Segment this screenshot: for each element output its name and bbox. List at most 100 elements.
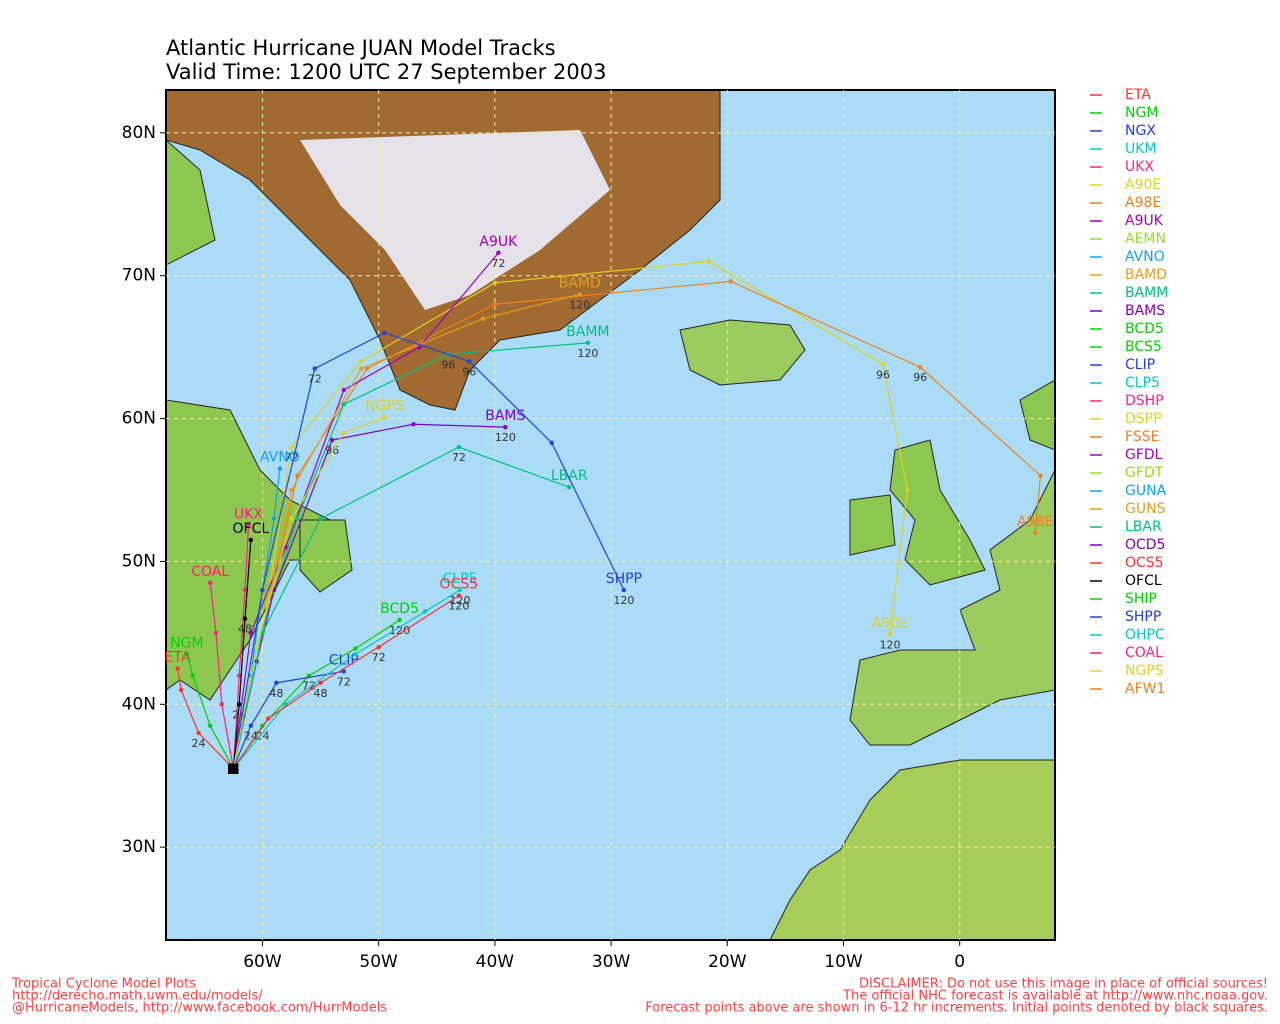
footer-left: @HurricaneModels, http://www.facebook.co… xyxy=(12,1001,387,1016)
track-point xyxy=(289,487,294,493)
track-point xyxy=(274,680,279,686)
track-point xyxy=(457,587,463,593)
x-tick-label: 50W xyxy=(359,952,398,972)
track-point xyxy=(246,523,251,528)
track-point xyxy=(411,422,416,427)
forecast-hour: 120 xyxy=(448,600,469,613)
track-point xyxy=(248,537,254,543)
track-point xyxy=(492,302,498,307)
ice-sheet xyxy=(300,130,610,310)
track-line xyxy=(186,654,234,769)
forecast-hour: 96 xyxy=(876,368,890,381)
track-point xyxy=(260,587,265,593)
forecast-hour: 72 xyxy=(337,675,351,688)
track-point xyxy=(359,359,364,364)
forecast-hour: 72 xyxy=(372,651,386,664)
track-point xyxy=(295,516,300,521)
track-point xyxy=(549,440,555,446)
track-point xyxy=(289,516,294,521)
forecast-hour: 48 xyxy=(314,687,328,700)
legend-label: AFW1 xyxy=(1125,681,1165,697)
legend-label: DSPP xyxy=(1125,411,1162,427)
track-line xyxy=(232,670,344,769)
track-point xyxy=(237,702,242,707)
track-point xyxy=(1033,530,1038,536)
x-tick-label: 60W xyxy=(243,952,282,972)
track-label: OCS5 xyxy=(440,577,479,593)
track-point xyxy=(503,424,508,430)
track-label: COAL xyxy=(191,564,229,580)
track-line xyxy=(232,252,499,769)
track-point xyxy=(184,652,190,657)
x-tick-label: 40W xyxy=(476,952,515,972)
track-point xyxy=(178,687,184,693)
legend-label: CLP5 xyxy=(1125,375,1160,391)
track-point xyxy=(277,466,283,471)
track-point xyxy=(417,344,422,350)
footer-left: Tropical Cyclone Model Plots xyxy=(11,977,196,992)
legend-label: ETA xyxy=(1125,87,1151,103)
track-point xyxy=(585,340,591,346)
track-point xyxy=(271,516,277,521)
track-point xyxy=(905,487,910,493)
track-point xyxy=(706,259,711,264)
track-point xyxy=(196,730,201,736)
subtitle: Valid Time: 1200 UTC 27 September 2003 xyxy=(166,60,606,84)
britain xyxy=(889,439,986,586)
track-label: BAMS xyxy=(485,408,525,424)
legend-label: BCD5 xyxy=(1125,321,1164,337)
track-point xyxy=(254,644,259,650)
track-point xyxy=(467,359,472,364)
legend-label: BCS5 xyxy=(1125,339,1162,355)
track-line xyxy=(232,539,252,769)
legend-label: A90E xyxy=(1125,177,1161,193)
track-point xyxy=(207,723,213,728)
track-point xyxy=(312,366,317,371)
track-point xyxy=(353,646,358,651)
africa xyxy=(769,759,1055,940)
track-label: A98E xyxy=(1017,514,1053,530)
track-point xyxy=(1038,473,1043,478)
track-point xyxy=(237,673,242,678)
iceland xyxy=(679,319,806,386)
initial-point xyxy=(228,763,239,774)
forecast-hour: 120 xyxy=(569,298,590,311)
legend-label: COAL xyxy=(1125,645,1163,661)
forecast-hour: 24 xyxy=(192,737,206,750)
footer-right: Forecast points above are shown in 6-12 … xyxy=(645,1001,1268,1016)
y-tick-label: 60N xyxy=(122,409,156,429)
track-point xyxy=(397,617,402,623)
legend-label: BAMM xyxy=(1125,285,1168,301)
forecast-hour: 120 xyxy=(879,638,900,651)
track-line xyxy=(232,525,250,769)
track-point xyxy=(492,280,498,286)
forecast-hour: 120 xyxy=(577,347,598,360)
forecast-hour: 120 xyxy=(613,594,634,607)
x-tick-label: 30W xyxy=(592,952,631,972)
track-point xyxy=(242,587,248,593)
legend-label: OHPC xyxy=(1125,627,1165,643)
track-point xyxy=(341,402,346,407)
legend-label: GUNS xyxy=(1125,501,1166,517)
track-point xyxy=(266,716,271,721)
track-label: NGPS xyxy=(365,398,404,414)
track-point xyxy=(456,593,462,598)
y-tick-label: 80N xyxy=(122,123,156,143)
legend-label: AEMN xyxy=(1125,231,1166,247)
track-point xyxy=(242,616,248,621)
map-frame xyxy=(165,89,1056,941)
scandinavia xyxy=(1019,379,1055,451)
footer-right: The official NHC forecast is available a… xyxy=(842,989,1268,1004)
forecast-hour: 96 xyxy=(325,444,339,457)
track-point xyxy=(621,587,627,593)
legend-label: OCD5 xyxy=(1125,537,1165,553)
x-tick-label: 10W xyxy=(824,952,863,972)
legend-label: NGPS xyxy=(1125,663,1164,679)
legend-label: UKX xyxy=(1125,159,1154,175)
track-point xyxy=(577,292,582,297)
legend-label: BAMD xyxy=(1125,267,1167,283)
legend-label: DSHP xyxy=(1125,393,1164,409)
title: Atlantic Hurricane JUAN Model Tracks xyxy=(166,36,556,60)
